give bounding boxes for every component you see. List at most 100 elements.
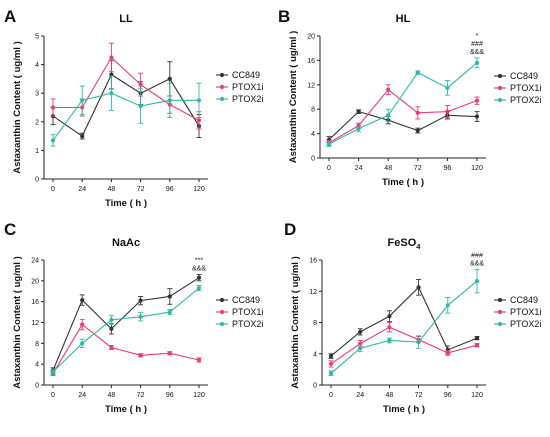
panel-title: LL — [119, 13, 133, 25]
data-point — [326, 141, 332, 147]
x-tick-label: 72 — [414, 165, 422, 172]
series-line — [328, 111, 478, 141]
data-point — [138, 314, 143, 319]
data-point — [167, 76, 172, 81]
series-line — [52, 73, 200, 137]
data-point — [445, 109, 450, 114]
data-point — [109, 326, 114, 331]
series-ptox2i — [50, 75, 202, 147]
series-ptox1i — [50, 318, 202, 377]
legend-swatch-point — [219, 297, 225, 303]
legend-swatch-point — [219, 84, 225, 90]
data-point — [356, 109, 361, 114]
legend-label: CC849 — [232, 295, 260, 305]
data-point — [358, 329, 363, 334]
data-point — [196, 357, 202, 363]
y-tick-label: 4 — [311, 131, 315, 138]
x-tick-label: 72 — [137, 392, 145, 399]
data-point — [328, 353, 334, 359]
y-tick-label: 8 — [313, 320, 317, 327]
data-point — [358, 346, 363, 351]
significance-label: ### — [471, 41, 483, 48]
data-point — [474, 98, 480, 103]
data-point — [474, 336, 480, 341]
x-tick-label: 48 — [108, 392, 116, 399]
series-line — [330, 286, 478, 357]
panel-a: A LL 0 1 2 3 4 5 0 24 48 72 96 120 Time ( h ) Astaxanth… — [4, 7, 263, 209]
data-point — [196, 286, 202, 291]
y-tick-label: 8 — [35, 341, 39, 348]
series-cc849 — [328, 279, 480, 359]
legend-label: PTOX2i — [510, 319, 541, 329]
data-point — [196, 275, 202, 280]
x-tick-label: 24 — [78, 186, 86, 193]
x-axis-label: Time ( h ) — [105, 198, 147, 209]
y-tick-label: 3 — [35, 91, 39, 98]
legend-label: PTOX1i — [510, 83, 541, 93]
data-point — [50, 138, 56, 143]
legend-swatch-point — [497, 85, 503, 91]
y-tick-label: 1 — [35, 148, 39, 155]
y-tick-label: 5 — [35, 34, 39, 41]
series-line — [330, 280, 478, 374]
y-tick-label: 20 — [31, 278, 39, 285]
data-point — [474, 114, 480, 119]
y-axis-label: Astaxanthin Content ( ug/ml ) — [12, 41, 23, 173]
legend-swatch-point — [497, 321, 503, 327]
x-tick-label: 0 — [51, 186, 55, 193]
y-tick-label: 16 — [31, 299, 39, 306]
significance-label: *** — [195, 258, 203, 265]
x-tick-label: 120 — [471, 392, 483, 399]
legend-label: PTOX2i — [510, 95, 541, 105]
x-tick-label: 0 — [327, 165, 331, 172]
significance-label: ### — [471, 252, 483, 259]
legend-swatch-point — [497, 73, 503, 79]
x-tick-label: 24 — [78, 392, 86, 399]
x-tick-label: 120 — [193, 186, 205, 193]
x-tick-label: 120 — [471, 165, 483, 172]
legend-label: CC849 — [510, 71, 538, 81]
data-point — [328, 361, 334, 367]
legend-label: PTOX2i — [232, 319, 263, 329]
legend-label: PTOX1i — [232, 82, 263, 92]
data-point — [138, 298, 143, 303]
y-tick-label: 2 — [35, 119, 39, 126]
data-point — [474, 60, 480, 65]
data-point — [80, 134, 85, 139]
data-point — [387, 325, 392, 330]
y-tick-label: 16 — [307, 58, 315, 65]
data-point — [138, 82, 143, 87]
y-tick-label: 8 — [311, 107, 315, 114]
x-tick-label: 96 — [166, 392, 174, 399]
series-cc849 — [326, 109, 480, 144]
data-point — [196, 118, 202, 123]
significance-label: &&& — [192, 266, 206, 273]
panel-title: HL — [396, 13, 411, 25]
data-point — [80, 322, 85, 327]
x-tick-label: 0 — [51, 392, 55, 399]
series-line — [328, 88, 478, 144]
x-tick-label: 96 — [444, 165, 452, 172]
y-tick-label: 20 — [307, 34, 315, 41]
significance-label: * — [476, 33, 479, 40]
legend-swatch-point — [497, 309, 503, 315]
y-tick-label: 4 — [35, 62, 39, 69]
panel-letter: B — [278, 7, 290, 26]
series-ptox2i — [326, 57, 480, 147]
data-point — [138, 103, 143, 109]
series-ptox2i — [50, 285, 202, 376]
x-axis-label: Time ( h ) — [383, 404, 425, 415]
data-point — [80, 341, 85, 346]
x-tick-label: 48 — [384, 165, 392, 172]
data-point — [167, 351, 172, 356]
data-point — [80, 98, 85, 103]
data-point — [358, 341, 363, 346]
data-point — [415, 70, 420, 75]
legend-swatch-point — [497, 97, 503, 103]
series-line — [330, 326, 478, 365]
series-ptox1i — [328, 322, 480, 368]
series-line — [52, 323, 200, 374]
data-point — [356, 126, 361, 131]
